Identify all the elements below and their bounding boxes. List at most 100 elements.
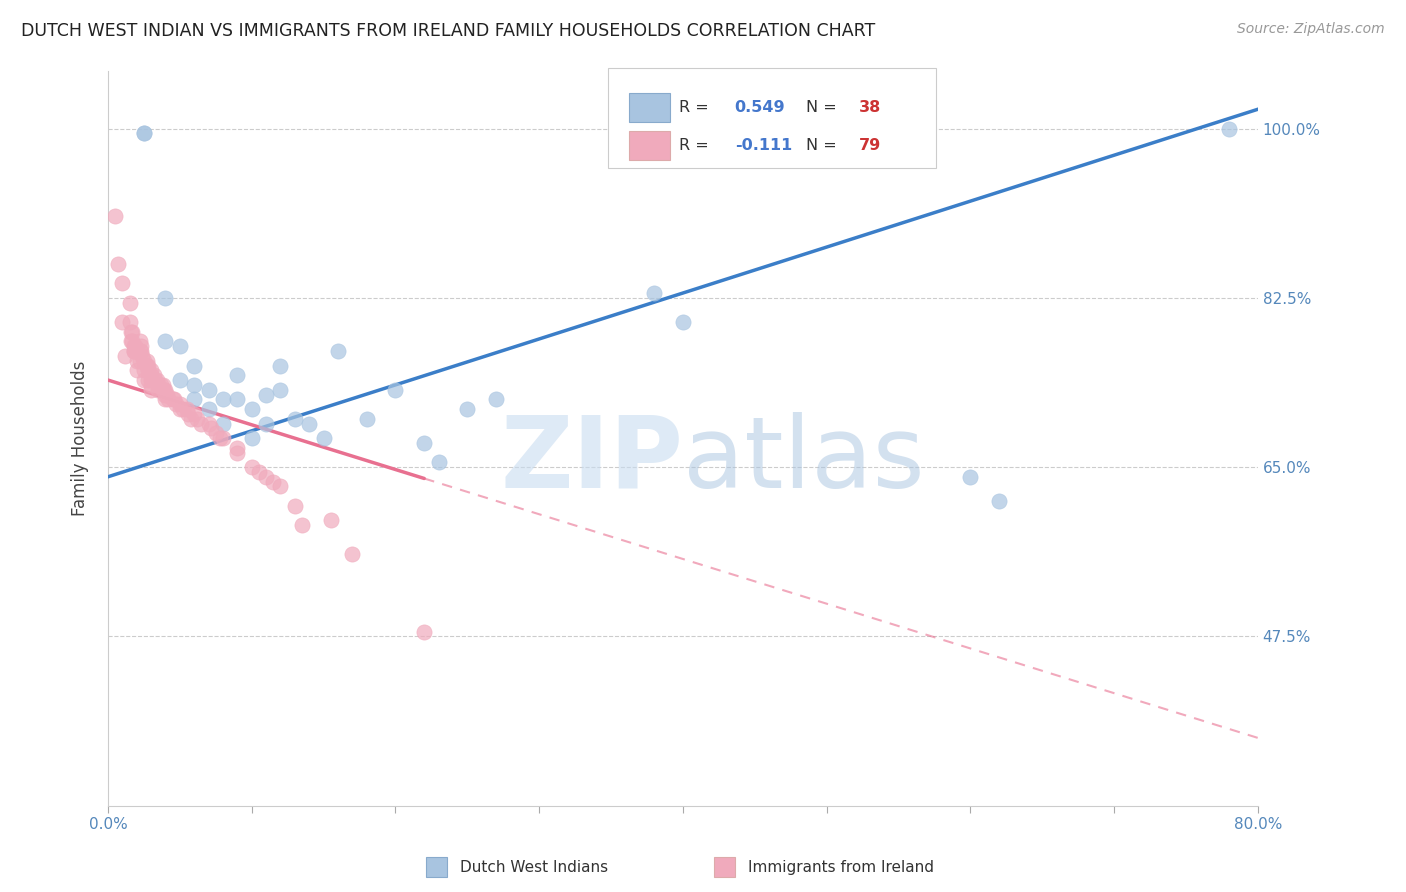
Point	[240, 460, 263, 475]
FancyBboxPatch shape	[628, 131, 671, 160]
Point	[456, 402, 478, 417]
Y-axis label: Family Households: Family Households	[72, 360, 89, 516]
Point	[152, 383, 174, 397]
Point	[132, 127, 155, 141]
Point	[136, 363, 159, 377]
Point	[139, 363, 162, 377]
Point	[427, 455, 450, 469]
Point	[413, 624, 436, 639]
Point	[212, 417, 235, 431]
Point	[132, 363, 155, 377]
Point	[284, 411, 307, 425]
Text: R =: R =	[679, 138, 714, 153]
Text: 38: 38	[859, 100, 882, 115]
Point	[135, 359, 157, 373]
Point	[104, 209, 127, 223]
Point	[107, 257, 129, 271]
Point	[180, 411, 202, 425]
Point	[183, 392, 205, 407]
FancyBboxPatch shape	[628, 94, 671, 121]
Point	[197, 402, 219, 417]
Point	[226, 392, 249, 407]
Point	[176, 402, 198, 417]
Point	[254, 387, 277, 401]
Point	[200, 421, 222, 435]
Point	[128, 334, 150, 349]
Point	[124, 344, 146, 359]
Point	[254, 417, 277, 431]
Point	[128, 344, 150, 359]
Point	[247, 465, 270, 479]
Text: DUTCH WEST INDIAN VS IMMIGRANTS FROM IRELAND FAMILY HOUSEHOLDS CORRELATION CHART: DUTCH WEST INDIAN VS IMMIGRANTS FROM IRE…	[21, 22, 876, 40]
Point	[226, 368, 249, 383]
Point	[136, 373, 159, 387]
Point	[139, 368, 162, 383]
Point	[212, 392, 235, 407]
Point	[155, 387, 177, 401]
Point	[169, 402, 191, 417]
Point	[139, 373, 162, 387]
Point	[262, 475, 284, 489]
Point	[148, 383, 170, 397]
Point	[155, 383, 177, 397]
Text: -0.111: -0.111	[735, 138, 792, 153]
Point	[128, 353, 150, 368]
Point	[122, 344, 145, 359]
Point	[118, 315, 141, 329]
Point	[111, 315, 134, 329]
Text: 0.549: 0.549	[735, 100, 786, 115]
Point	[135, 353, 157, 368]
Point	[643, 285, 665, 300]
Point	[132, 373, 155, 387]
Point	[172, 402, 194, 417]
Point	[122, 344, 145, 359]
Text: 79: 79	[859, 138, 882, 153]
Point	[169, 339, 191, 353]
Text: R =: R =	[679, 100, 714, 115]
Point	[298, 417, 321, 431]
Point	[122, 339, 145, 353]
Point	[413, 436, 436, 450]
Point	[183, 377, 205, 392]
Point	[254, 469, 277, 483]
Point	[146, 373, 169, 387]
Point	[269, 479, 291, 493]
Point	[226, 441, 249, 455]
Point	[988, 494, 1011, 508]
Point	[129, 339, 152, 353]
Point	[240, 402, 263, 417]
Point	[153, 383, 176, 397]
Point	[190, 417, 212, 431]
Point	[197, 417, 219, 431]
Point	[121, 334, 143, 349]
Point	[136, 359, 159, 373]
Point	[124, 339, 146, 353]
Text: N =: N =	[806, 100, 842, 115]
Text: Immigrants from Ireland: Immigrants from Ireland	[748, 860, 934, 874]
Point	[312, 431, 335, 445]
Point	[326, 344, 349, 359]
Point	[204, 426, 226, 441]
Point	[111, 277, 134, 291]
Point	[143, 368, 166, 383]
Point	[269, 359, 291, 373]
Point	[163, 392, 186, 407]
Point	[150, 377, 173, 392]
Point	[384, 383, 406, 397]
Point	[129, 344, 152, 359]
Point	[319, 513, 342, 527]
Point	[183, 359, 205, 373]
Point	[118, 295, 141, 310]
Point	[139, 377, 162, 392]
Point	[269, 383, 291, 397]
Text: atlas: atlas	[683, 411, 925, 508]
Point	[177, 407, 200, 421]
Point	[1218, 121, 1240, 136]
Point	[152, 377, 174, 392]
Point	[139, 383, 162, 397]
Point	[959, 469, 981, 483]
Point	[240, 431, 263, 445]
Point	[197, 383, 219, 397]
Point	[120, 334, 142, 349]
Point	[131, 349, 153, 363]
